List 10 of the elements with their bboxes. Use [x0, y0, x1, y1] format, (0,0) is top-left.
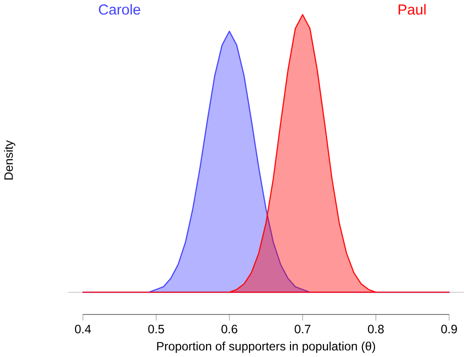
x-tick-label: 0.4	[74, 324, 91, 334]
x-tick-label: 0.7	[294, 324, 310, 334]
x-tick-label: 0.5	[148, 324, 164, 334]
x-tick-label: 0.8	[368, 324, 384, 334]
x-axis-title: Proportion of supporters in population (θ)	[157, 342, 376, 353]
text: Paul	[398, 4, 426, 15]
x-tick-label: 0.6	[221, 324, 238, 334]
x-tick-label: 0.9	[441, 324, 457, 334]
y-axis-title: Density	[4, 140, 16, 180]
text: Carole	[98, 4, 140, 15]
